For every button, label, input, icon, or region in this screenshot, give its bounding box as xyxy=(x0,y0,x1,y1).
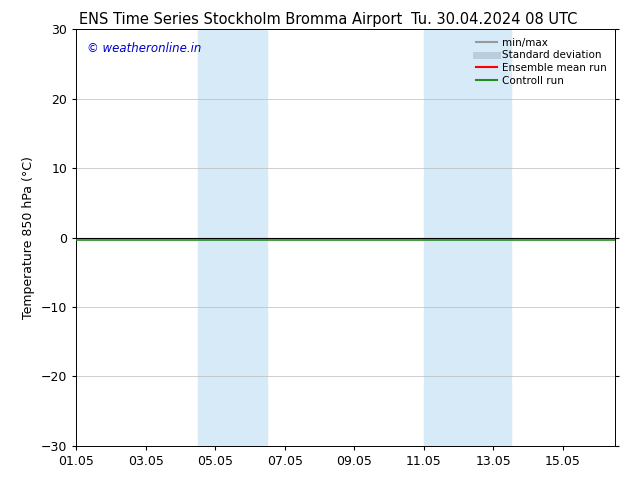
Text: ENS Time Series Stockholm Bromma Airport: ENS Time Series Stockholm Bromma Airport xyxy=(79,12,403,27)
Text: Tu. 30.04.2024 08 UTC: Tu. 30.04.2024 08 UTC xyxy=(411,12,578,27)
Bar xyxy=(476,29,510,446)
Bar xyxy=(233,29,268,446)
Bar xyxy=(424,29,476,446)
Text: © weatheronline.in: © weatheronline.in xyxy=(87,42,201,55)
Legend: min/max, Standard deviation, Ensemble mean run, Controll run: min/max, Standard deviation, Ensemble me… xyxy=(473,35,610,89)
Bar xyxy=(198,29,233,446)
Y-axis label: Temperature 850 hPa (°C): Temperature 850 hPa (°C) xyxy=(22,156,35,319)
